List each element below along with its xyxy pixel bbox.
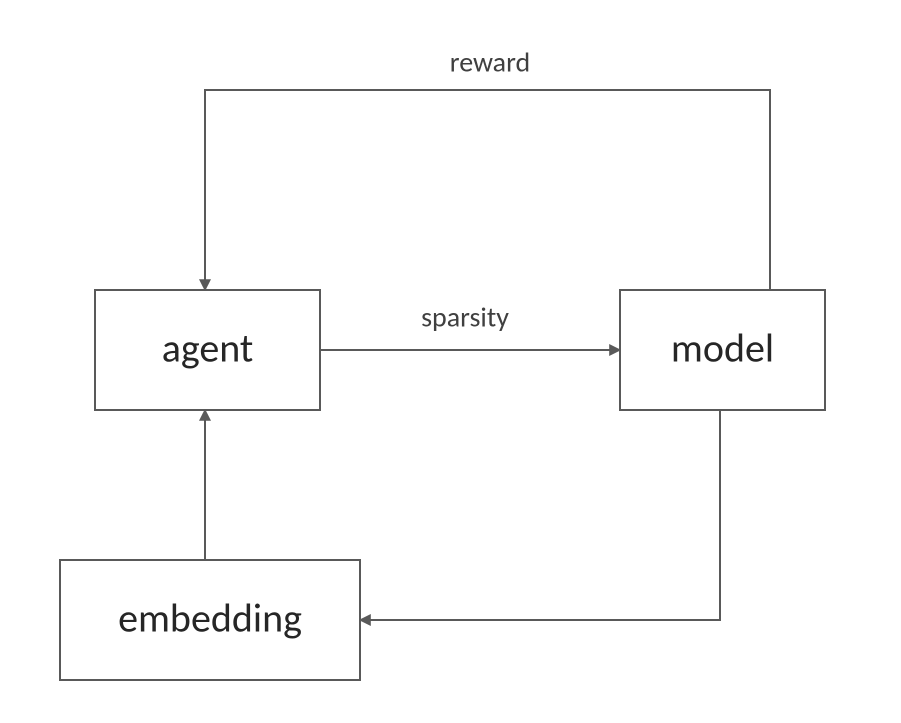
node-model: model [620, 290, 825, 410]
edge-label-sparsity: sparsity [421, 300, 509, 335]
edge-reward [205, 90, 770, 290]
edge-label-reward: reward [450, 45, 530, 80]
node-label-model: model [671, 324, 774, 373]
node-label-embedding: embedding [118, 594, 302, 643]
node-embedding: embedding [60, 560, 360, 680]
node-label-agent: agent [162, 324, 254, 373]
diagram-canvas: sparsity reward agent model embedding [0, 0, 901, 723]
node-agent: agent [95, 290, 320, 410]
edge-model_to_embedding [360, 410, 720, 620]
